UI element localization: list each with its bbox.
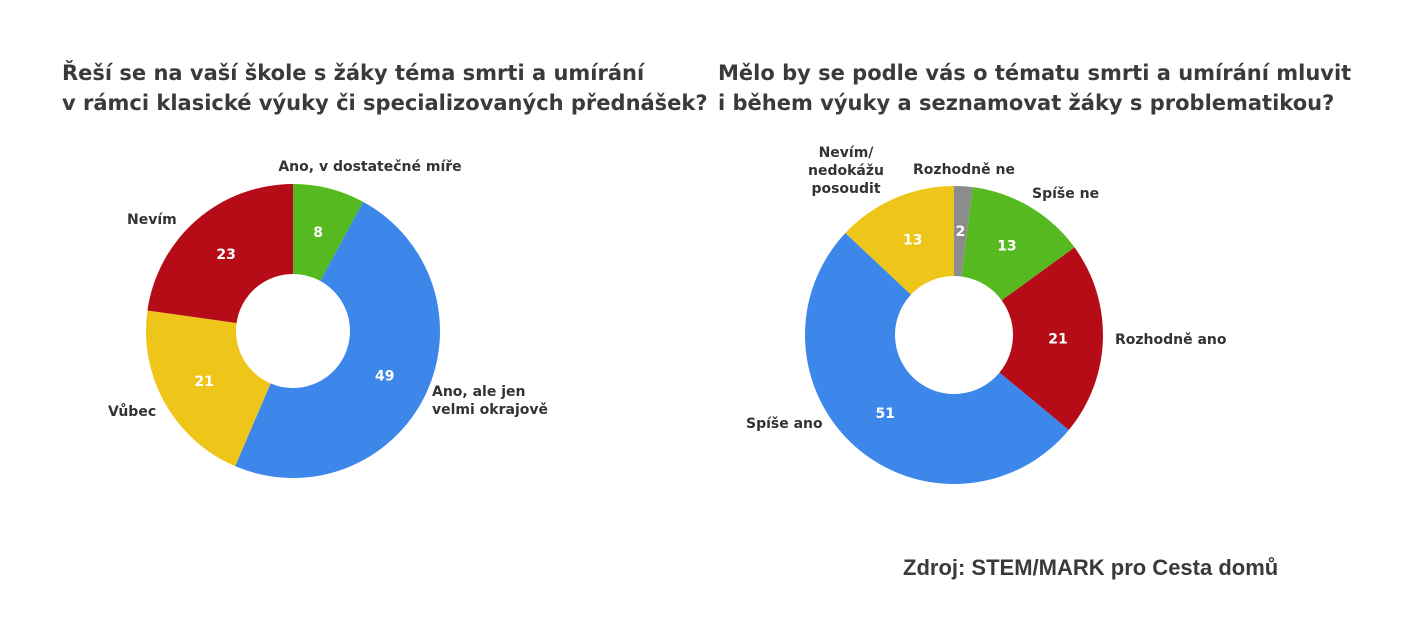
value-label-rozhodne-ano: 21 (1048, 331, 1067, 347)
chart-1-title: Řeší se na vaší škole s žáky téma smrti … (62, 58, 708, 118)
slice-nevim (147, 184, 293, 324)
category-label-rozhodne-ne: Rozhodně ne (913, 162, 1015, 178)
chart-2-title: Mělo by se podle vás o tématu smrti a um… (718, 58, 1351, 118)
slice-ano-ale-jen-velmi-okrajove (235, 201, 440, 478)
value-label-spise-ano: 51 (875, 406, 894, 422)
value-label-nevim: 23 (216, 247, 235, 263)
category-label-ano-ale-jen-velmi-okrajove: Ano, ale jen velmi okrajově (432, 384, 548, 418)
slice-rozhodne-ano (999, 247, 1104, 430)
category-label-nevim: Nevím (127, 212, 177, 228)
chart-2-title-line-1: Mělo by se podle vás o tématu smrti a um… (718, 61, 1352, 85)
value-label-ano-ale-jen-velmi-okrajove: 49 (375, 368, 394, 384)
value-label-nevim-nedokazu-posoudit: 13 (903, 233, 922, 249)
chart-1-title-line-2: v rámci klasické výuky či specializovaný… (62, 91, 708, 115)
value-label-rozhodne-ne: 2 (956, 224, 966, 240)
slice-ano-v-dostatecne-mire (293, 184, 364, 281)
value-label-ano-v-dostatecne-mire: 8 (313, 225, 323, 241)
slice-rozhodne-ne (954, 186, 973, 277)
category-label-spise-ne: Spíše ne (1032, 186, 1099, 202)
category-label-spise-ano: Spíše ano (746, 416, 823, 432)
source-note: Zdroj: STEM/MARK pro Cesta domů (903, 555, 1279, 580)
value-label-spise-ne: 13 (997, 238, 1016, 254)
chart-1-title-line-1: Řeší se na vaší škole s žáky téma smrti … (62, 61, 645, 85)
slice-spise-ne (961, 187, 1075, 301)
value-label-vubec: 21 (194, 374, 213, 390)
category-label-vubec: Vůbec (108, 403, 156, 420)
category-label-ano-v-dostatecne-mire: Ano, v dostatečné míře (278, 159, 461, 175)
category-label-rozhodne-ano: Rozhodně ano (1115, 332, 1227, 348)
slice-vubec (146, 310, 271, 467)
slice-spise-ano (805, 233, 1069, 484)
chart-2-title-line-2: i během výuky a seznamovat žáky s proble… (718, 91, 1335, 115)
category-label-nevim-nedokazu-posoudit: Nevím/nedokážu posoudit (808, 145, 884, 197)
slice-nevim-nedokazu-posoudit (845, 186, 954, 295)
